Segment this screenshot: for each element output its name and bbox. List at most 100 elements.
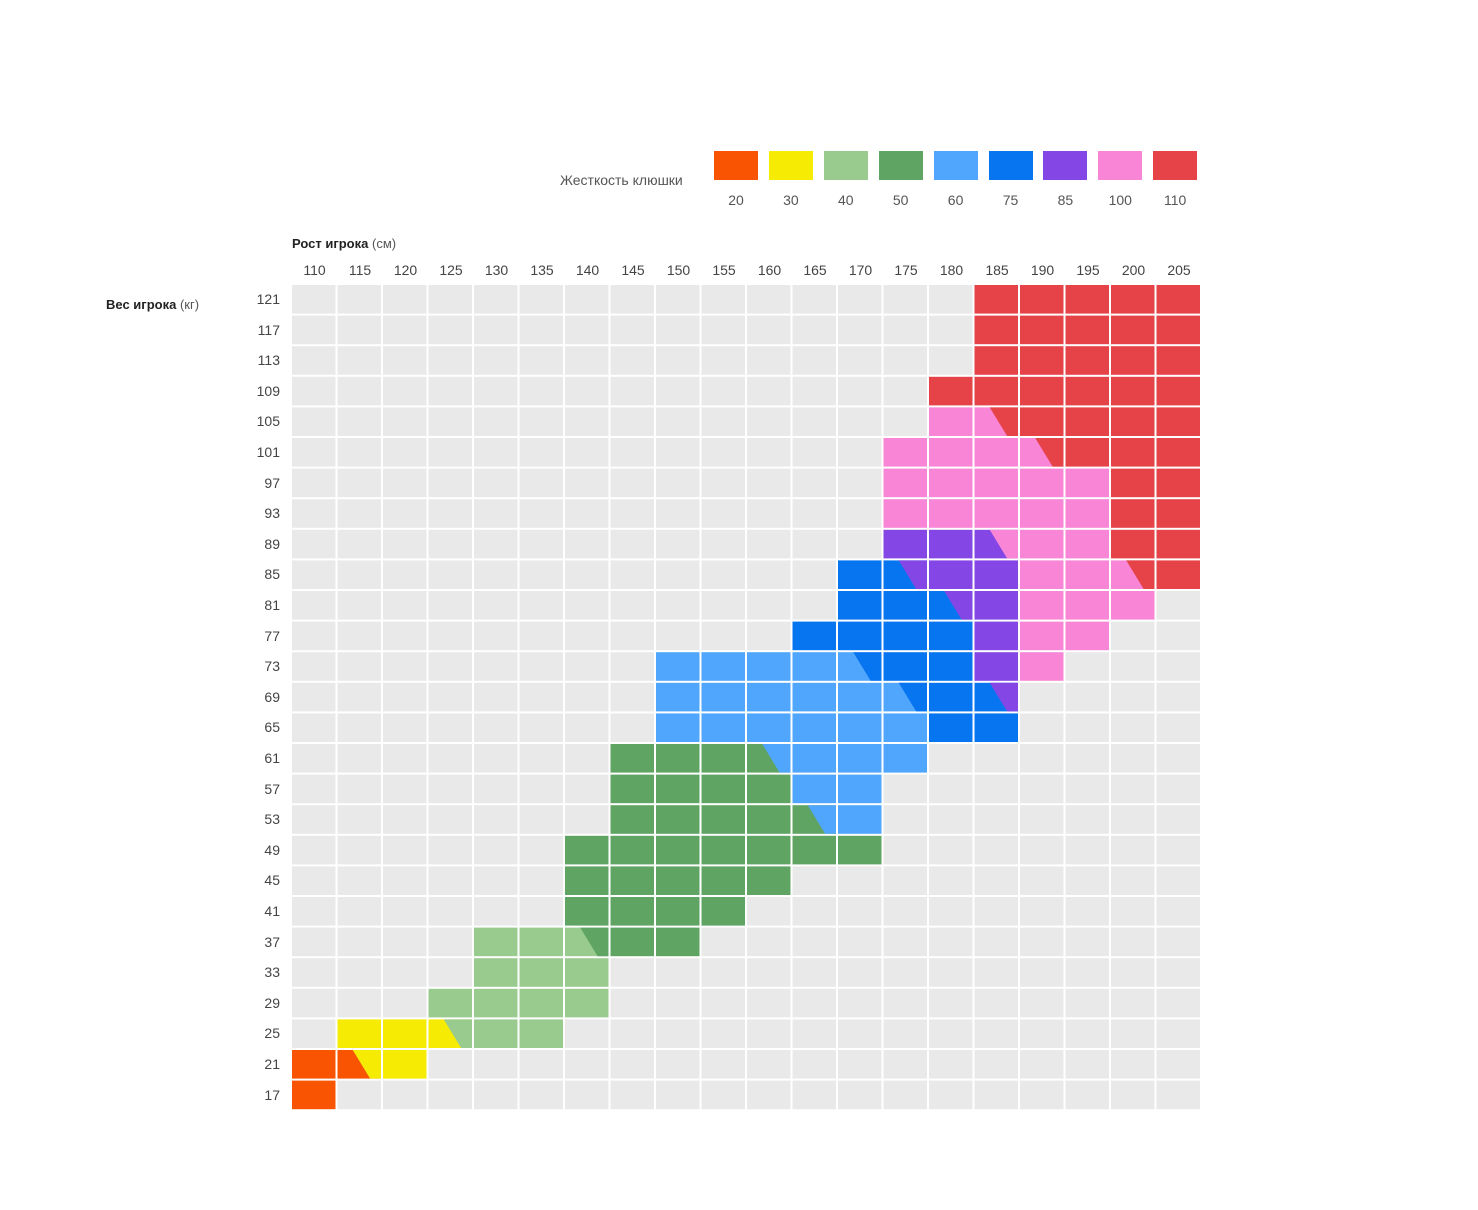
- cell-150-21: [656, 1050, 700, 1079]
- cell-fill: [701, 744, 745, 773]
- cell-160-89: [747, 529, 791, 559]
- cell-fill: [701, 346, 745, 375]
- cell-200-45: [1111, 866, 1155, 895]
- cell-fill: [701, 897, 745, 926]
- cell-180-41: [929, 897, 973, 926]
- cell-fill: [747, 499, 791, 528]
- cell-115-17: [337, 1080, 381, 1110]
- cell-fill: [1065, 805, 1109, 834]
- cell-115-97: [337, 468, 381, 498]
- cell-195-41: [1065, 897, 1109, 926]
- cell-140-45: [565, 866, 609, 895]
- cell-190-93: [1020, 499, 1064, 528]
- cell-145-65: [610, 713, 654, 742]
- cell-fill: [792, 407, 836, 436]
- cell-fill: [1156, 927, 1200, 957]
- cell-160-53: [747, 805, 791, 834]
- cell-200-77: [1111, 621, 1155, 651]
- cell-fill: [474, 988, 518, 1018]
- cell-160-97: [747, 468, 791, 498]
- cell-135-53: [519, 805, 563, 834]
- cell-140-65: [565, 713, 609, 742]
- cell-fill: [383, 468, 427, 498]
- cell-190-73: [1020, 652, 1064, 681]
- cell-fill: [656, 835, 700, 865]
- cell-fill: [474, 927, 518, 957]
- cell-125-65: [428, 713, 472, 742]
- cell-fill: [383, 560, 427, 589]
- cell-fill: [610, 774, 654, 804]
- cell-fill: [474, 285, 518, 314]
- cell-fill: [292, 529, 336, 559]
- cell-fill: [656, 376, 700, 406]
- cell-190-81: [1020, 591, 1064, 620]
- cell-fill: [383, 438, 427, 467]
- cell-fill: [292, 927, 336, 957]
- cell-170-121: [838, 285, 882, 314]
- cell-135-81: [519, 591, 563, 620]
- cell-fill: [974, 1019, 1018, 1048]
- cell-205-101: [1156, 438, 1200, 467]
- cell-205-33: [1156, 958, 1200, 987]
- cell-fill: [1111, 866, 1155, 895]
- cell-150-65: [656, 713, 700, 742]
- cell-180-49: [929, 835, 973, 865]
- cell-140-69: [565, 682, 609, 712]
- cell-fill: [1065, 499, 1109, 528]
- cell-110-45: [292, 866, 336, 895]
- cell-140-109: [565, 376, 609, 406]
- cell-180-109: [929, 376, 973, 406]
- cell-fill: [838, 438, 882, 467]
- cell-190-17: [1020, 1080, 1064, 1110]
- cell-150-41: [656, 897, 700, 926]
- cell-fill: [474, 897, 518, 926]
- cell-fill: [610, 652, 654, 681]
- cell-fill: [1020, 407, 1064, 436]
- cell-fill: [428, 529, 472, 559]
- cell-fill: [701, 866, 745, 895]
- cell-170-81: [838, 591, 882, 620]
- cell-160-45: [747, 866, 791, 895]
- cell-fill: [929, 897, 973, 926]
- cell-fill: [929, 529, 973, 559]
- cell-155-41: [701, 897, 745, 926]
- cell-135-113: [519, 346, 563, 375]
- cell-fill: [610, 560, 654, 589]
- cell-fill: [519, 468, 563, 498]
- cell-115-89: [337, 529, 381, 559]
- cell-fill: [929, 682, 973, 712]
- cell-fill: [610, 529, 654, 559]
- x-tick-200: 200: [1121, 262, 1146, 278]
- cell-150-105: [656, 407, 700, 436]
- cell-175-101: [883, 438, 927, 467]
- cell-fill: [610, 713, 654, 742]
- cell-fill: [1111, 682, 1155, 712]
- cell-135-57: [519, 774, 563, 804]
- cell-205-121: [1156, 285, 1200, 314]
- y-tick-57: 57: [264, 780, 280, 797]
- cell-fill: [747, 897, 791, 926]
- cell-205-25: [1156, 1019, 1200, 1048]
- cell-185-117: [974, 315, 1018, 345]
- cell-145-25: [610, 1019, 654, 1048]
- y-tick-29: 29: [264, 994, 280, 1011]
- cell-fill: [656, 438, 700, 467]
- cell-120-61: [383, 744, 427, 773]
- cell-fill: [428, 438, 472, 467]
- cell-205-65: [1156, 713, 1200, 742]
- cell-175-41: [883, 897, 927, 926]
- cell-fill: [292, 376, 336, 406]
- cell-fill: [929, 438, 973, 467]
- cell-135-101: [519, 438, 563, 467]
- cell-175-57: [883, 774, 927, 804]
- cell-fill: [519, 958, 563, 987]
- y-tick-117: 117: [257, 321, 280, 338]
- cell-fill: [656, 499, 700, 528]
- cell-fill: [792, 560, 836, 589]
- cell-fill: [1111, 529, 1155, 559]
- cell-fill: [883, 774, 927, 804]
- cell-fill: [1020, 1050, 1064, 1079]
- x-axis-title: Рост игрока (см): [292, 236, 396, 251]
- cell-fill: [838, 346, 882, 375]
- cell-fill: [610, 285, 654, 314]
